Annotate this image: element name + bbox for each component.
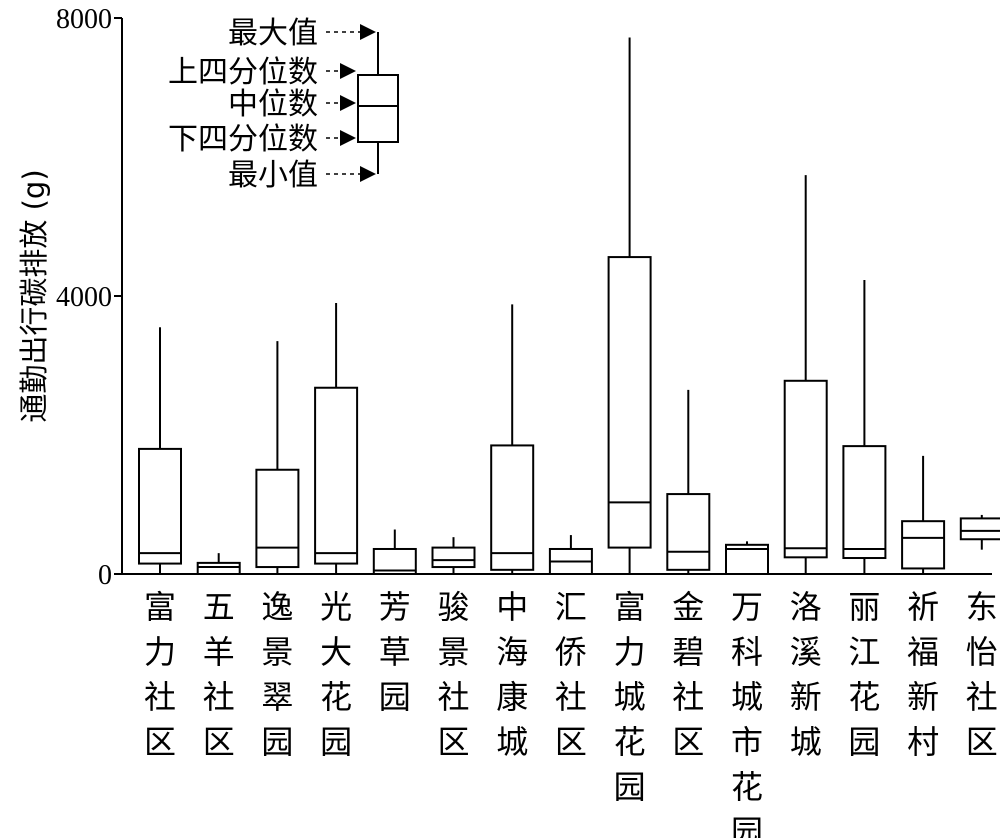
box-13: [842, 280, 887, 574]
box-10: [666, 389, 711, 574]
x-category-label: 东怡社区: [966, 588, 998, 761]
box-11: [725, 541, 769, 575]
box-2: [196, 553, 241, 576]
box-8: [548, 535, 593, 575]
x-category-label: 金碧社区: [672, 588, 704, 761]
box-9: [607, 37, 652, 574]
box-1: [138, 327, 182, 574]
interquartile-box: [255, 468, 300, 569]
y-tick-label: 4000: [56, 282, 112, 313]
legend-arrowhead: [360, 24, 376, 40]
interquartile-box: [196, 561, 241, 576]
legend-box: [357, 74, 399, 143]
interquartile-box: [842, 445, 887, 560]
box-3: [255, 341, 300, 574]
box-4: [314, 302, 359, 574]
x-category-label: 洛溪新城: [790, 588, 822, 761]
interquartile-box: [431, 546, 476, 569]
interquartile-box: [314, 386, 359, 565]
box-12: [783, 175, 828, 574]
interquartile-box: [138, 447, 182, 565]
interquartile-box: [490, 444, 535, 571]
y-axis-title: 通勤出行碳排放 (g): [17, 169, 51, 422]
box-6: [431, 537, 476, 574]
x-category-label: 光大花园: [320, 588, 352, 761]
box-15: [959, 514, 1000, 550]
y-tick-label: 0: [98, 560, 112, 591]
legend-label: 上四分位数: [168, 55, 318, 90]
x-category-label: 逸景翠园: [261, 588, 293, 761]
interquartile-box: [666, 493, 711, 571]
x-category-label: 芳草园: [379, 588, 411, 716]
interquartile-box: [783, 379, 828, 559]
x-category-label: 五羊社区: [203, 588, 235, 761]
y-tick-label: 8000: [56, 4, 112, 35]
x-category-label: 骏景社区: [437, 588, 469, 761]
x-category-label: 万科城市花园: [731, 588, 763, 838]
legend-arrowhead: [340, 95, 356, 111]
interquartile-box: [959, 517, 1000, 541]
x-category-label: 丽江花园: [848, 588, 880, 761]
box-5: [372, 529, 417, 575]
interquartile-box: [607, 256, 652, 549]
x-category-label: 祈福新村: [907, 588, 939, 761]
x-category-label: 富力城花园: [614, 588, 646, 806]
legend-label: 中位数: [228, 87, 318, 122]
legend-label: 下四分位数: [168, 122, 318, 157]
box-14: [901, 455, 946, 574]
boxes: [138, 37, 1000, 576]
legend-arrowhead: [340, 130, 356, 146]
x-category-label: 富力社区: [144, 588, 176, 761]
interquartile-box: [901, 520, 946, 570]
x-category-label: 中海康城: [496, 588, 528, 761]
x-category-labels: 富力社区五羊社区逸景翠园光大花园芳草园骏景社区中海康城汇侨社区富力城花园金碧社区…: [144, 588, 998, 838]
legend-label: 最大值: [228, 16, 318, 51]
y-ticks: 0 4000 8000: [56, 4, 122, 591]
legend-arrowhead: [340, 63, 356, 79]
x-category-label: 汇侨社区: [555, 588, 587, 761]
legend-arrowhead: [360, 166, 376, 182]
legend-label: 最小值: [228, 158, 318, 193]
box-7: [490, 304, 535, 574]
